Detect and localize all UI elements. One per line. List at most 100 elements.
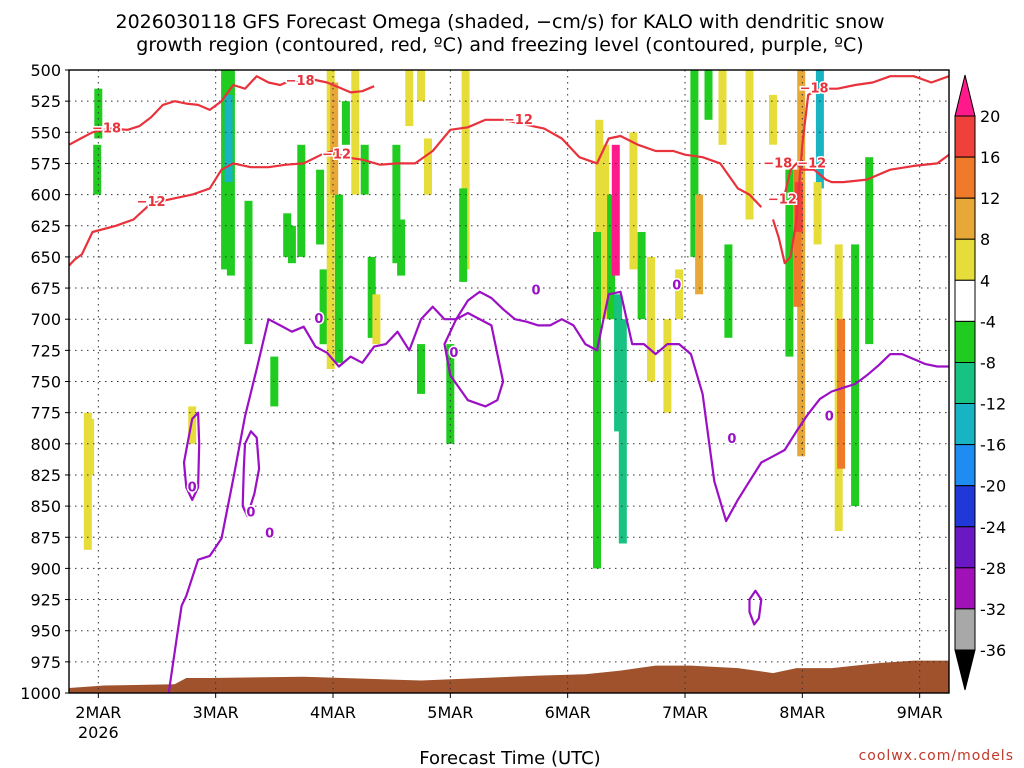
omega-shade-cell: [724, 244, 733, 338]
x-tick-label: 9MAR: [897, 703, 943, 722]
colorbar-tick-label: -4: [980, 312, 996, 331]
omega-shade-cell: [83, 412, 92, 550]
contour-label: 0: [314, 312, 323, 327]
y-tick-label: 625: [30, 217, 61, 236]
y-tick-label: 750: [30, 373, 61, 392]
omega-shade-cell: [815, 70, 824, 189]
y-tick-label: 550: [30, 123, 61, 142]
omega-shade-cell: [405, 70, 414, 127]
colorbar-tick-label: -8: [980, 354, 996, 373]
y-tick-label: 825: [30, 466, 61, 485]
contour-label: 0: [188, 480, 197, 495]
omega-shade-cell: [287, 225, 296, 264]
omega-shade-cell: [461, 70, 470, 270]
y-tick-label: 725: [30, 341, 61, 360]
omega-shade-cell: [367, 256, 376, 338]
y-tick-label: 650: [30, 248, 61, 267]
x-tick-label: 8MAR: [779, 703, 825, 722]
omega-shade-cell: [94, 88, 103, 139]
omega-shade-cell: [695, 194, 704, 295]
omega-shade-cell: [637, 232, 646, 320]
omega-shade-cell: [93, 144, 102, 195]
omega-shade-cell: [392, 144, 401, 264]
omega-shade-cell: [629, 132, 638, 270]
omega-shade-cell: [614, 294, 623, 432]
omega-shade-cell: [837, 319, 846, 469]
omega-shade-cell: [813, 182, 822, 245]
y-tick-label: 975: [30, 653, 61, 672]
colorbar-tick-label: -20: [980, 477, 1006, 496]
colorbar: 20 16 12 8 4 -4 -8 -12 -16 -20 -24 -28 -32 -36: [954, 74, 1006, 691]
contour-label: 0: [727, 432, 736, 447]
omega-shade-cell: [601, 144, 610, 320]
dgz-contour: [68, 75, 375, 146]
colorbar-tick-label: 12: [980, 189, 1000, 208]
colorbar-top-arrow: [954, 74, 976, 117]
omega-shade-cell: [718, 70, 727, 145]
omega-shade-cell: [351, 70, 360, 195]
y-tick-label: 850: [30, 497, 61, 516]
colorbar-tick-label: 4: [980, 271, 990, 290]
omega-shade-cell: [397, 219, 406, 276]
contour-label: 0: [246, 505, 255, 520]
chart-title-line1: 2026030118 GFS Forecast Omega (shaded, −…: [116, 11, 885, 33]
colorbar-segment: [954, 567, 976, 610]
y-tick-label: 700: [30, 310, 61, 329]
colorbar-tick-label: -12: [980, 395, 1006, 414]
colorbar-segment: [954, 526, 976, 569]
contour-label: −12: [768, 193, 797, 208]
colorbar-segment: [954, 156, 976, 199]
colorbar-tick-label: -32: [980, 600, 1006, 619]
omega-shade-cell: [188, 406, 197, 444]
x-tick-sublabel: 2026: [78, 723, 119, 742]
freezing-level-contour: [443, 311, 505, 408]
contour-label: −18: [763, 156, 792, 171]
colorbar-tick-label: -28: [980, 559, 1006, 578]
freezing-level-contour: [748, 589, 763, 626]
omega-shade-cell: [319, 269, 328, 345]
contour-label: −12: [797, 156, 826, 171]
omega-shade-cell: [244, 200, 253, 345]
y-tick-label: 950: [30, 622, 61, 641]
y-tick-label: 600: [30, 186, 61, 205]
y-tick-label: 775: [30, 404, 61, 423]
watermark-text: coolwx.com/models: [859, 748, 1014, 764]
omega-shade-cell: [360, 144, 369, 195]
colorbar-segment: [954, 320, 976, 363]
contour-label: −12: [322, 148, 351, 163]
y-tick-label: 900: [30, 559, 61, 578]
omega-shade-cell: [593, 232, 601, 569]
terrain-layer: [69, 660, 949, 693]
y-tick-label: 800: [30, 435, 61, 454]
contour-label: −18: [286, 74, 315, 89]
y-tick-label: 875: [30, 528, 61, 547]
freezing-level-contour: [167, 290, 949, 694]
omega-shade-cell: [224, 94, 233, 183]
contour-label: −12: [504, 113, 533, 128]
omega-shade-cell: [341, 101, 350, 145]
colorbar-tick-label: -16: [980, 436, 1006, 455]
y-tick-label: 675: [30, 279, 61, 298]
colorbar-segment: [954, 115, 976, 158]
chart-title-line2: growth region (contoured, red, ºC) and f…: [136, 34, 863, 56]
terrain-fill: [69, 660, 949, 693]
contour-label: 0: [265, 527, 274, 542]
omega-shade-cell: [785, 169, 794, 357]
colorbar-tick-label: -36: [980, 641, 1006, 660]
omega-shade-cell: [417, 70, 425, 102]
contour-label: −12: [137, 195, 166, 210]
omega-shade-cell: [611, 144, 620, 276]
y-tick-label: 500: [30, 61, 61, 80]
y-tick-label: 1000: [20, 684, 61, 703]
colorbar-segment: [954, 238, 976, 281]
omega-shade-cell: [793, 169, 802, 307]
dgz-contour: [771, 75, 950, 265]
dgz-contour: [68, 118, 763, 267]
y-tick-label: 525: [30, 92, 61, 111]
omega-shade-cell: [663, 319, 672, 413]
contour-label: 0: [531, 284, 540, 299]
x-tick-label: 2MAR: [75, 703, 121, 722]
x-tick-label: 4MAR: [310, 703, 356, 722]
